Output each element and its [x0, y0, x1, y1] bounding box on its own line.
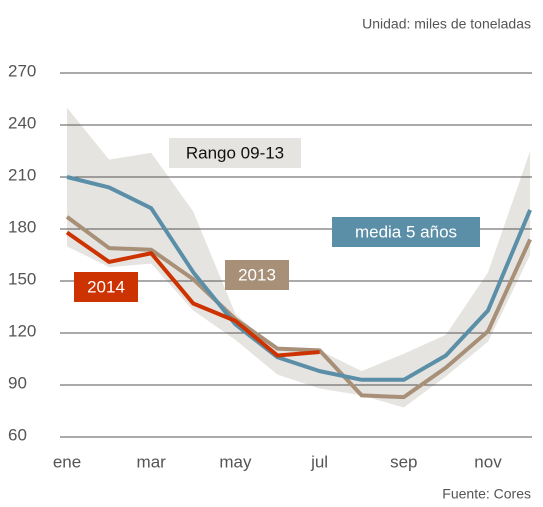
x-tick-label: jul [310, 452, 328, 471]
series-label-box [332, 217, 480, 247]
series-label-box [74, 272, 138, 302]
y-tick-label: 120 [8, 321, 36, 340]
y-tick-label: 240 [8, 113, 36, 132]
x-tick-label: sep [390, 452, 417, 471]
y-tick-label: 60 [8, 425, 27, 444]
series-label: media 5 años [355, 222, 457, 241]
range-label: Rango 09-13 [186, 143, 284, 162]
series-label: 2013 [238, 265, 276, 284]
x-tick-label: ene [53, 452, 81, 471]
y-tick-label: 210 [8, 165, 36, 184]
x-tick-label: nov [474, 452, 502, 471]
subtitle: Unidad: miles de toneladas [362, 16, 531, 32]
source: Fuente: Cores [442, 486, 531, 502]
y-tick-label: 270 [8, 61, 36, 80]
series-label: 2014 [87, 277, 125, 296]
x-tick-label: may [219, 452, 252, 471]
y-tick-label: 180 [8, 217, 36, 236]
range-label-box [169, 138, 301, 168]
series-line [65, 230, 320, 358]
series-line [66, 175, 532, 382]
y-tick-label: 150 [8, 269, 36, 288]
x-tick-label: mar [137, 452, 167, 471]
y-tick-label: 90 [8, 373, 27, 392]
series-label-box [225, 260, 289, 290]
series-line [65, 215, 532, 400]
